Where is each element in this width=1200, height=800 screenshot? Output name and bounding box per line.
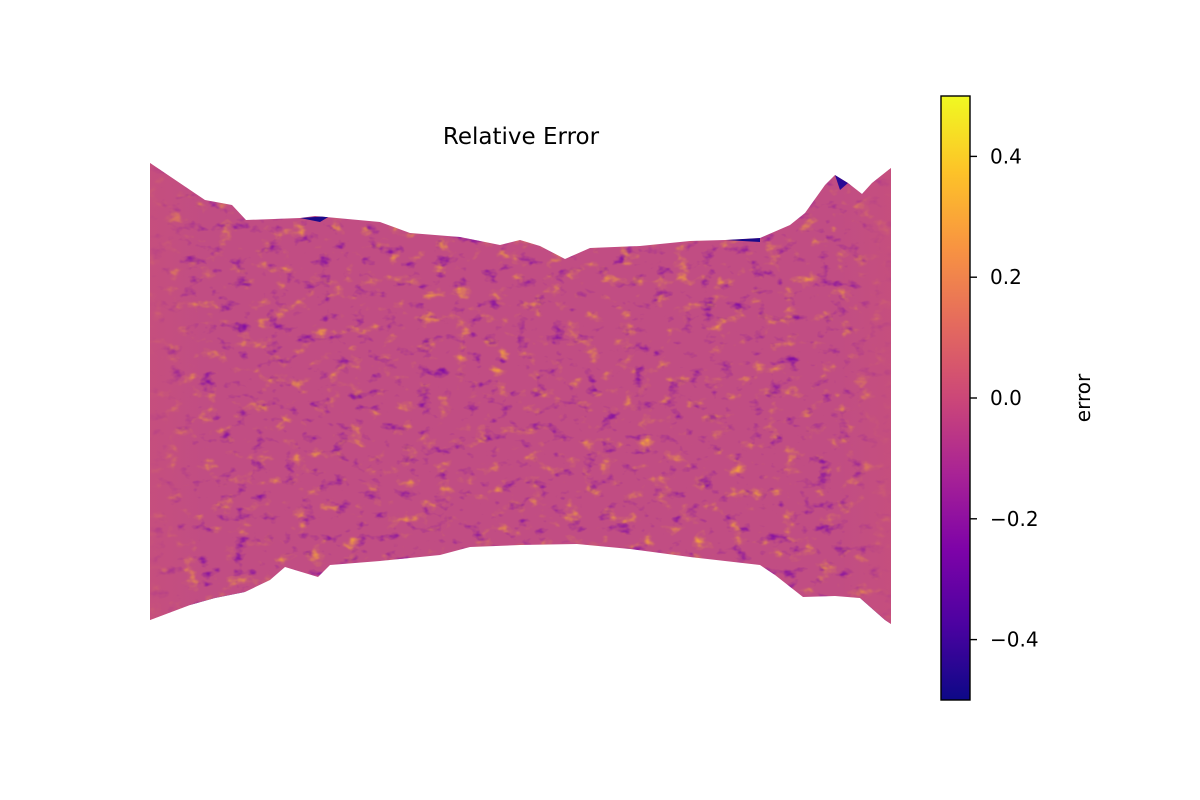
colorbar-tick-label: 0.4 (990, 144, 1022, 168)
heatmap-edge-patch (835, 175, 848, 190)
colorbar-ticks: 0.4 0.2 0.0 −0.2 −0.4 (970, 144, 1039, 652)
colorbar-tick-label: 0.2 (990, 265, 1022, 289)
chart-title: Relative Error (443, 124, 600, 150)
heatmap-field (150, 163, 891, 624)
colorbar-tick-label: −0.4 (990, 628, 1039, 652)
heatmap-edge-patch (725, 238, 760, 242)
heatmap-edge-patch (300, 216, 330, 222)
colorbar-gradient (940, 95, 971, 701)
colorbar-tick-label: 0.0 (990, 386, 1022, 410)
colorbar-tick-label: −0.2 (990, 507, 1039, 531)
colorbar: 0.4 0.2 0.0 −0.2 −0.4 error (940, 95, 1095, 701)
colorbar-label: error (1071, 373, 1095, 422)
